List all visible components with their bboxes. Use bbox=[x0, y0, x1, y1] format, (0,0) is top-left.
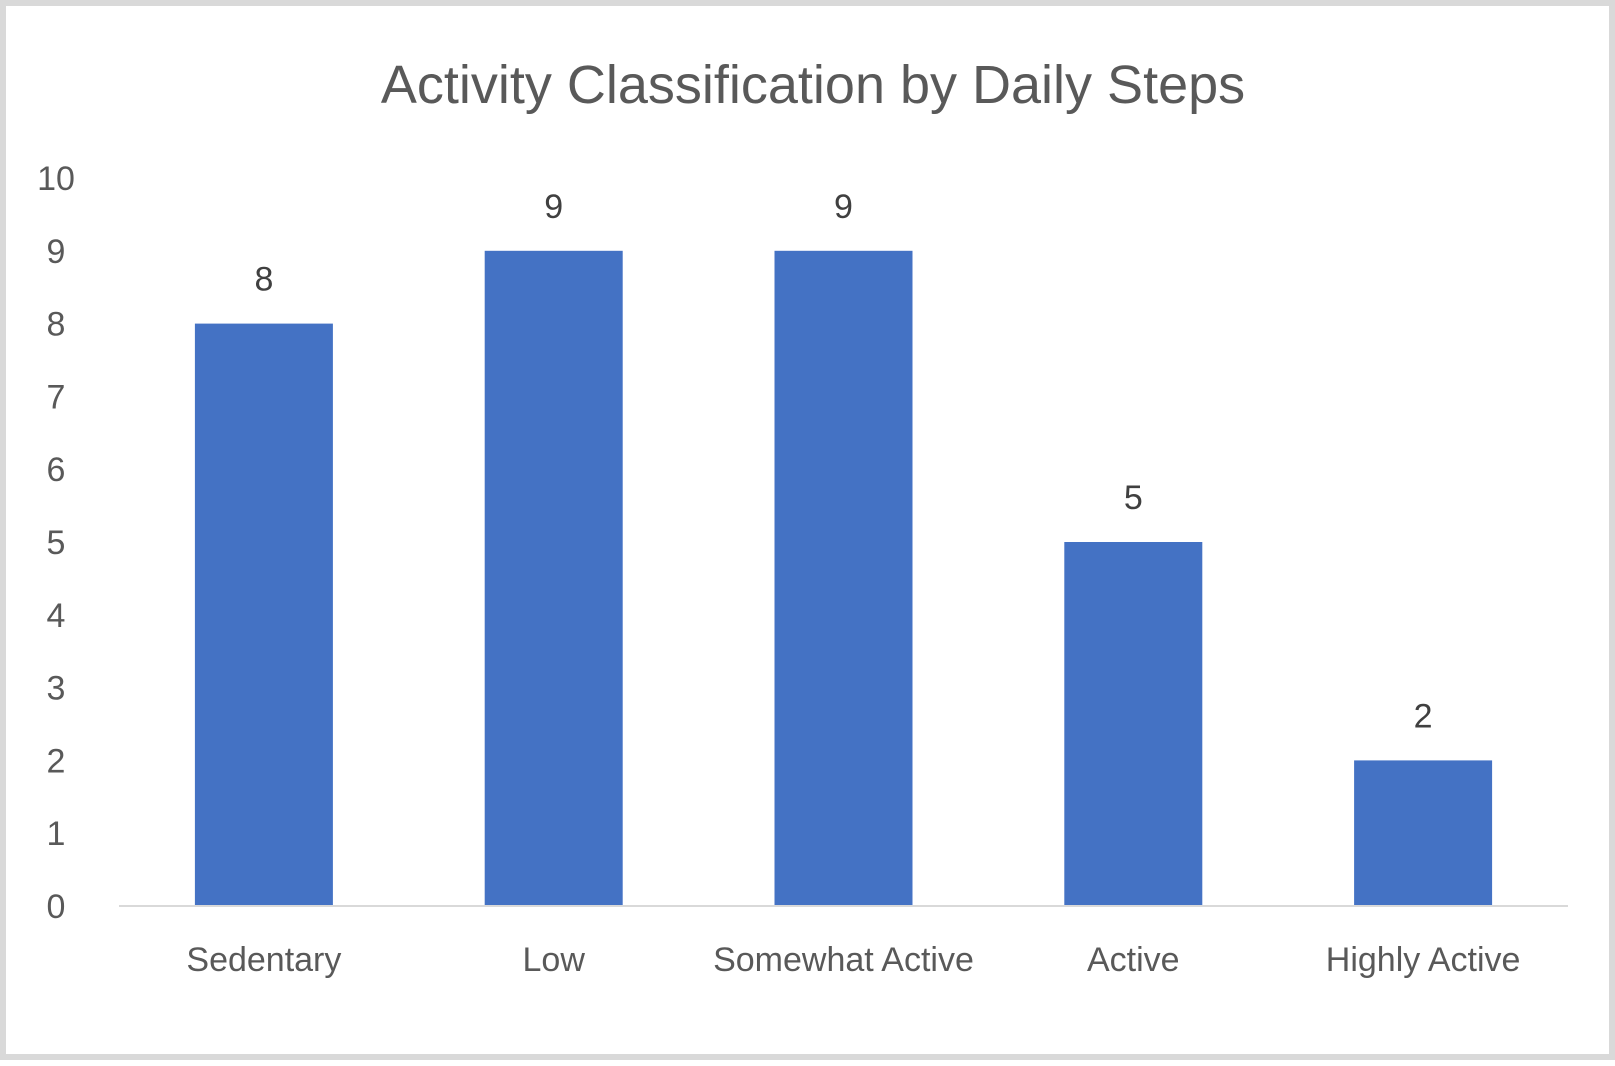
x-tick-label: Somewhat Active bbox=[713, 941, 974, 979]
bar bbox=[774, 250, 913, 907]
data-label: 8 bbox=[254, 261, 273, 299]
bar-chart: Activity Classification by Daily Steps 0… bbox=[37, 55, 1568, 979]
data-label: 5 bbox=[1124, 479, 1143, 517]
y-tick-label: 4 bbox=[47, 597, 66, 635]
y-tick-label: 10 bbox=[37, 160, 75, 198]
y-tick-label: 6 bbox=[47, 451, 66, 489]
x-tick-label: Low bbox=[523, 941, 586, 979]
data-label: 9 bbox=[544, 188, 563, 226]
x-tick-label: Highly Active bbox=[1326, 941, 1521, 979]
data-labels-group: 8 9 9 5 2 bbox=[254, 188, 1432, 736]
y-tick-label: 7 bbox=[47, 378, 66, 416]
bar bbox=[194, 323, 333, 907]
data-label: 2 bbox=[1414, 697, 1433, 735]
y-tick-label: 2 bbox=[47, 742, 66, 780]
y-tick-label: 0 bbox=[47, 888, 66, 926]
x-axis: Sedentary Low Somewhat Active Active Highly … bbox=[186, 941, 1520, 979]
chart-title: Activity Classification by Daily Steps bbox=[381, 55, 1245, 115]
x-tick-label: Active bbox=[1087, 941, 1180, 979]
bar bbox=[484, 250, 623, 907]
y-tick-label: 3 bbox=[47, 670, 66, 708]
x-tick-label: Sedentary bbox=[186, 941, 341, 979]
y-tick-label: 5 bbox=[47, 524, 66, 562]
y-tick-label: 9 bbox=[47, 233, 66, 271]
y-axis: 0 1 2 3 4 5 6 7 8 9 10 bbox=[37, 160, 75, 926]
data-label: 9 bbox=[834, 188, 853, 226]
bar bbox=[1064, 542, 1203, 906]
y-tick-label: 1 bbox=[47, 815, 66, 853]
bars-group bbox=[194, 250, 1493, 907]
bar bbox=[1354, 760, 1493, 906]
y-tick-label: 8 bbox=[47, 306, 66, 344]
